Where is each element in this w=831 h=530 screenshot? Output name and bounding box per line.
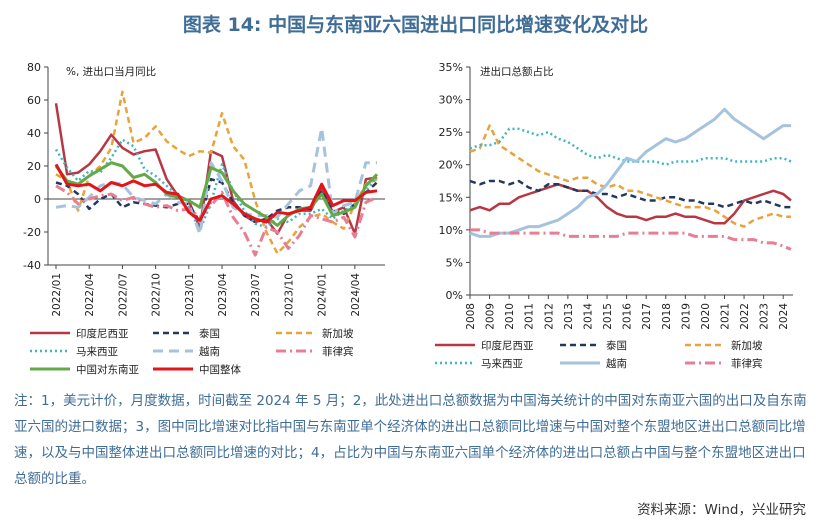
- legend-label: 印度尼西亚: [481, 339, 534, 352]
- x-tick-label: 2015: [602, 303, 614, 330]
- y-tick-label: 60: [27, 94, 41, 107]
- y-tick-label: 5%: [446, 256, 463, 269]
- x-tick-label: 2023/04: [217, 273, 229, 317]
- y-tick-label: 35%: [439, 61, 463, 74]
- x-tick-label: 2024/01: [317, 273, 329, 317]
- series-line: [469, 124, 791, 228]
- series-line: [54, 161, 379, 227]
- legend-label: 新加坡: [731, 339, 763, 352]
- x-tick-label: 2016: [622, 303, 634, 330]
- x-tick-label: 2008: [465, 303, 477, 330]
- series-line: [54, 163, 378, 224]
- x-tick-label: 2017: [641, 303, 653, 330]
- y-tick-label: 80: [27, 61, 41, 74]
- x-tick-label: 2022/07: [117, 273, 129, 317]
- x-tick-label: 2024/04: [350, 273, 362, 317]
- x-tick-label: 2018: [661, 303, 673, 330]
- y-tick-label: 20%: [439, 159, 463, 172]
- y-tick-label: 40: [27, 127, 41, 140]
- x-tick-label: 2023: [759, 303, 771, 330]
- x-tick-label: 2022/10: [151, 273, 163, 317]
- figure-source: 资料来源：Wind，兴业研究: [637, 502, 806, 518]
- chart-title: 进出口总额占比: [480, 65, 554, 78]
- chart-title: %, 进出口当月同比: [66, 65, 156, 78]
- y-tick-label: 0%: [446, 289, 463, 302]
- legend-label: 印度尼西亚: [76, 327, 129, 340]
- y-tick-label: 15%: [439, 191, 463, 204]
- x-tick-label: 2022: [739, 303, 751, 330]
- series-line: [54, 138, 378, 232]
- series-line: [469, 127, 792, 166]
- series-line: [55, 184, 378, 257]
- x-tick-label: 2020: [700, 303, 712, 330]
- series-line: [470, 228, 792, 251]
- series-line: [469, 183, 792, 225]
- y-tick-label: 30%: [439, 94, 463, 107]
- x-tick-label: 2021: [719, 303, 731, 330]
- legend-label: 中国对东南亚: [76, 363, 139, 376]
- x-tick-label: 2014: [582, 303, 594, 330]
- legend-label: 泰国: [606, 339, 627, 352]
- x-tick-label: 2013: [563, 303, 575, 330]
- y-tick-label: -20: [23, 226, 41, 239]
- x-tick-label: 2023/01: [184, 273, 196, 317]
- x-tick-label: 2011: [524, 303, 536, 330]
- legend-label: 新加坡: [322, 327, 354, 340]
- x-tick-label: 2012: [543, 303, 555, 330]
- x-tick-label: 2022/04: [84, 273, 96, 317]
- x-tick-label: 2009: [485, 303, 497, 330]
- legend-label: 中国整体: [199, 363, 241, 376]
- legend-label: 马来西亚: [481, 358, 523, 370]
- legend-label: 马来西亚: [76, 346, 118, 358]
- x-tick-label: 2023/10: [283, 273, 295, 317]
- x-tick-label: 2019: [680, 303, 692, 330]
- legend-label: 越南: [606, 357, 627, 370]
- x-tick-label: 2024: [778, 303, 790, 330]
- figure-title: 图表 14: 中国与东南亚六国进出口同比增速变化及对比: [182, 14, 649, 36]
- figure-note: 注：1，美元计价，月度数据，时间截至 2024 年 5 月；2，此处进出口总额数…: [14, 393, 807, 487]
- chart-left-svg: 80 60 40 20 0 -20 -40 2022/01 2022/04 2022/07 2022…: [23, 61, 385, 376]
- y-tick-label: 25%: [439, 126, 463, 139]
- series-line: [55, 90, 378, 255]
- chart-share: 35% 30% 25% 20% 15% 10% 5% 0% 2008 2009 2010 2011 20…: [405, 50, 831, 380]
- y-tick-label: 10%: [439, 224, 463, 237]
- series-line: [54, 103, 378, 235]
- chart-yoy-growth: 80 60 40 20 0 -20 -40 2022/01 2022/04 2022/07 2022…: [0, 50, 400, 380]
- chart-right-svg: 35% 30% 25% 20% 15% 10% 5% 0%2008 2009 2010 2011 20…: [435, 61, 793, 370]
- x-tick-label: 2022/01: [51, 273, 63, 317]
- legend-label: 越南: [199, 345, 220, 358]
- series-line: [469, 107, 791, 238]
- series-line: [55, 177, 378, 224]
- y-tick-label: 0: [34, 193, 41, 206]
- series-line: [469, 179, 791, 209]
- legend-label: 菲律宾: [322, 345, 354, 358]
- y-tick-label: 20: [27, 160, 41, 173]
- legend-label: 菲律宾: [731, 357, 763, 370]
- legend-label: 泰国: [199, 327, 220, 340]
- y-tick-label: -40: [23, 259, 41, 272]
- x-tick-label: 2023/07: [250, 273, 262, 317]
- x-tick-label: 2010: [504, 303, 516, 330]
